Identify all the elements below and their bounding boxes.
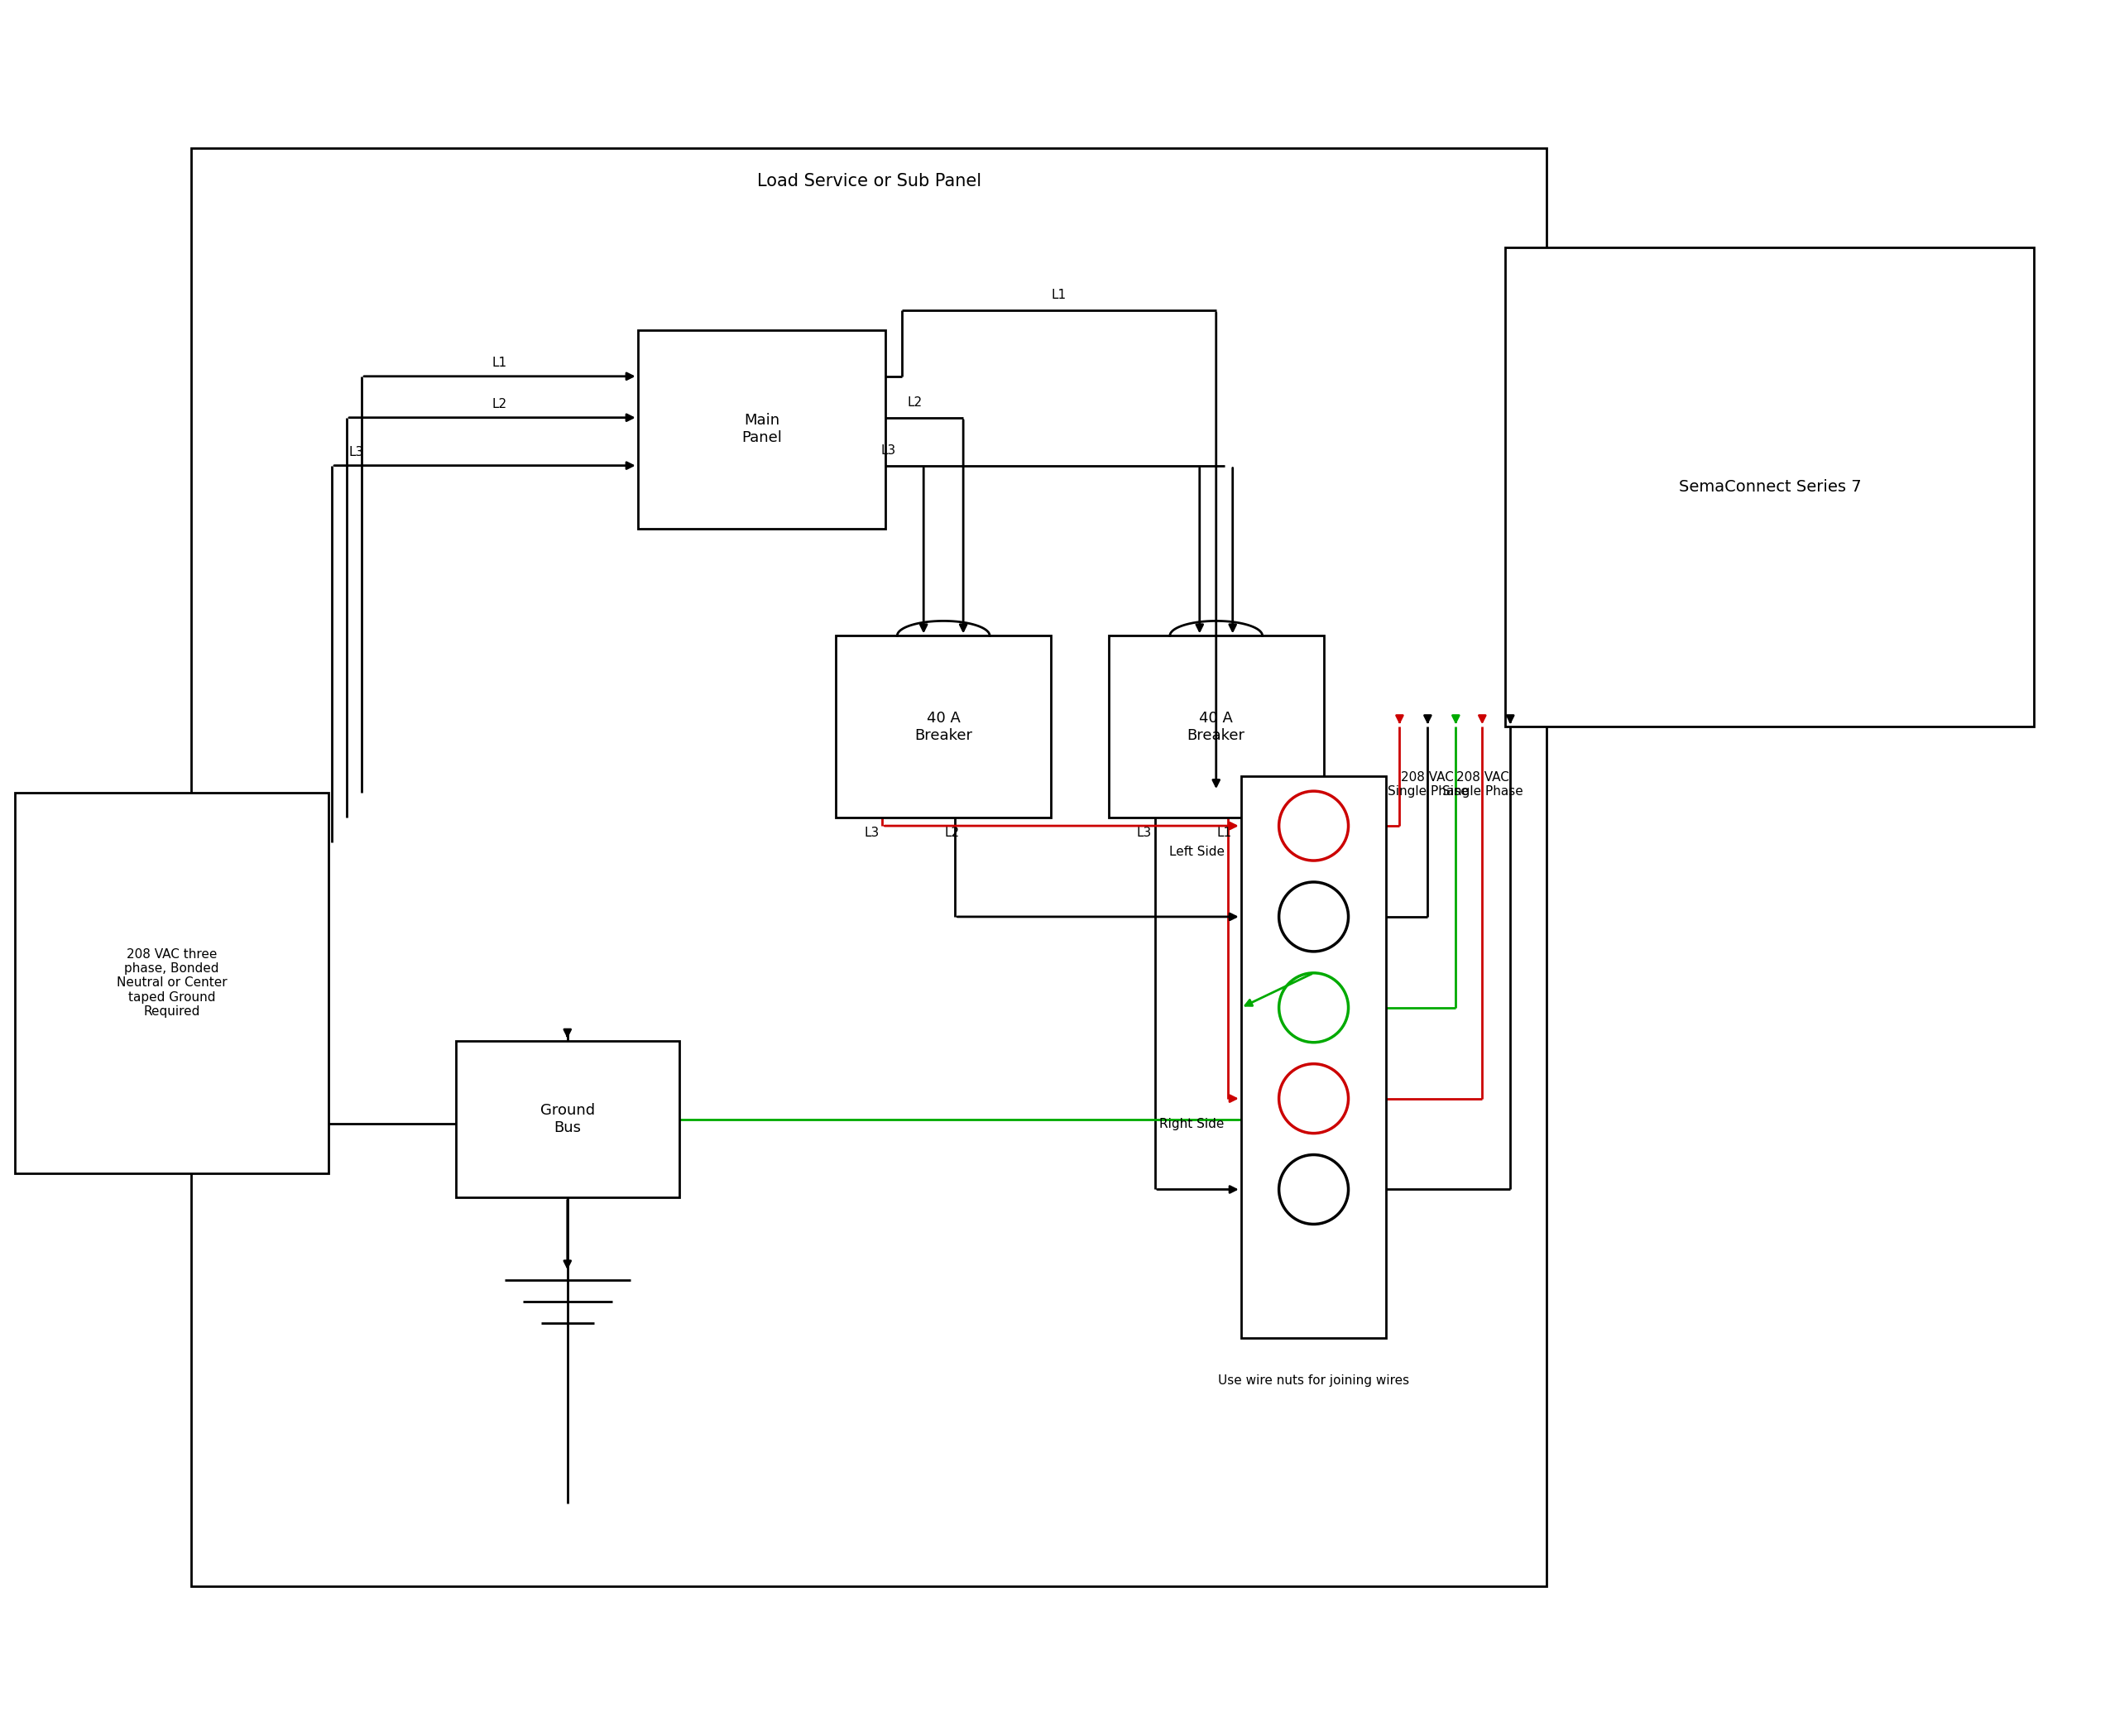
Text: Right Side: Right Side <box>1160 1118 1224 1130</box>
Text: 208 VAC
Single Phase: 208 VAC Single Phase <box>1443 771 1523 799</box>
Circle shape <box>1279 792 1348 861</box>
Text: L3: L3 <box>880 444 895 457</box>
Text: SemaConnect Series 7: SemaConnect Series 7 <box>1680 479 1861 495</box>
Text: Ground
Bus: Ground Bus <box>540 1102 595 1135</box>
FancyBboxPatch shape <box>15 793 329 1174</box>
FancyBboxPatch shape <box>1108 635 1323 818</box>
Text: Load Service or Sub Panel: Load Service or Sub Panel <box>757 174 981 189</box>
FancyBboxPatch shape <box>836 635 1051 818</box>
Text: L3: L3 <box>863 826 880 838</box>
Text: L2: L2 <box>907 396 922 410</box>
Text: Use wire nuts for joining wires: Use wire nuts for joining wires <box>1217 1375 1409 1387</box>
Text: 40 A
Breaker: 40 A Breaker <box>914 710 973 743</box>
Text: L1: L1 <box>492 358 506 370</box>
Text: L2: L2 <box>943 826 960 838</box>
Circle shape <box>1279 1154 1348 1224</box>
Text: 208 VAC three
phase, Bonded
Neutral or Center
taped Ground
Required: 208 VAC three phase, Bonded Neutral or C… <box>116 948 228 1017</box>
FancyBboxPatch shape <box>192 148 1547 1587</box>
Text: Main
Panel: Main Panel <box>741 413 783 444</box>
Circle shape <box>1279 1064 1348 1134</box>
FancyBboxPatch shape <box>637 330 886 528</box>
FancyBboxPatch shape <box>1241 776 1386 1338</box>
Text: L2: L2 <box>492 398 506 411</box>
Text: L3: L3 <box>348 446 363 458</box>
Text: 208 VAC
Single Phase: 208 VAC Single Phase <box>1386 771 1469 799</box>
Text: L1: L1 <box>1051 290 1068 302</box>
FancyBboxPatch shape <box>1504 248 2034 727</box>
Text: Left Side: Left Side <box>1169 845 1224 858</box>
Circle shape <box>1279 882 1348 951</box>
Circle shape <box>1279 972 1348 1042</box>
Text: 40 A
Breaker: 40 A Breaker <box>1188 710 1245 743</box>
Text: L3: L3 <box>1137 826 1152 838</box>
Text: L1: L1 <box>1217 826 1232 838</box>
FancyBboxPatch shape <box>456 1040 679 1198</box>
